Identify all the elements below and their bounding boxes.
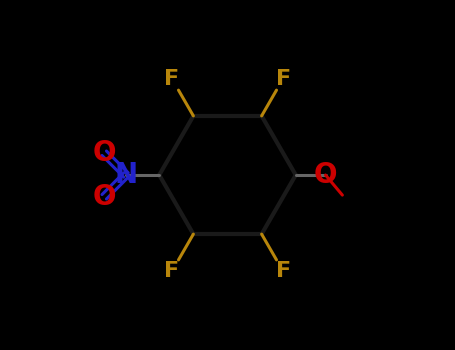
Text: F: F: [276, 69, 291, 89]
Text: F: F: [276, 261, 291, 281]
Text: O: O: [92, 183, 116, 211]
Text: O: O: [314, 161, 337, 189]
Text: F: F: [164, 261, 179, 281]
Text: O: O: [92, 139, 116, 167]
Text: N: N: [115, 161, 137, 189]
Text: F: F: [164, 69, 179, 89]
